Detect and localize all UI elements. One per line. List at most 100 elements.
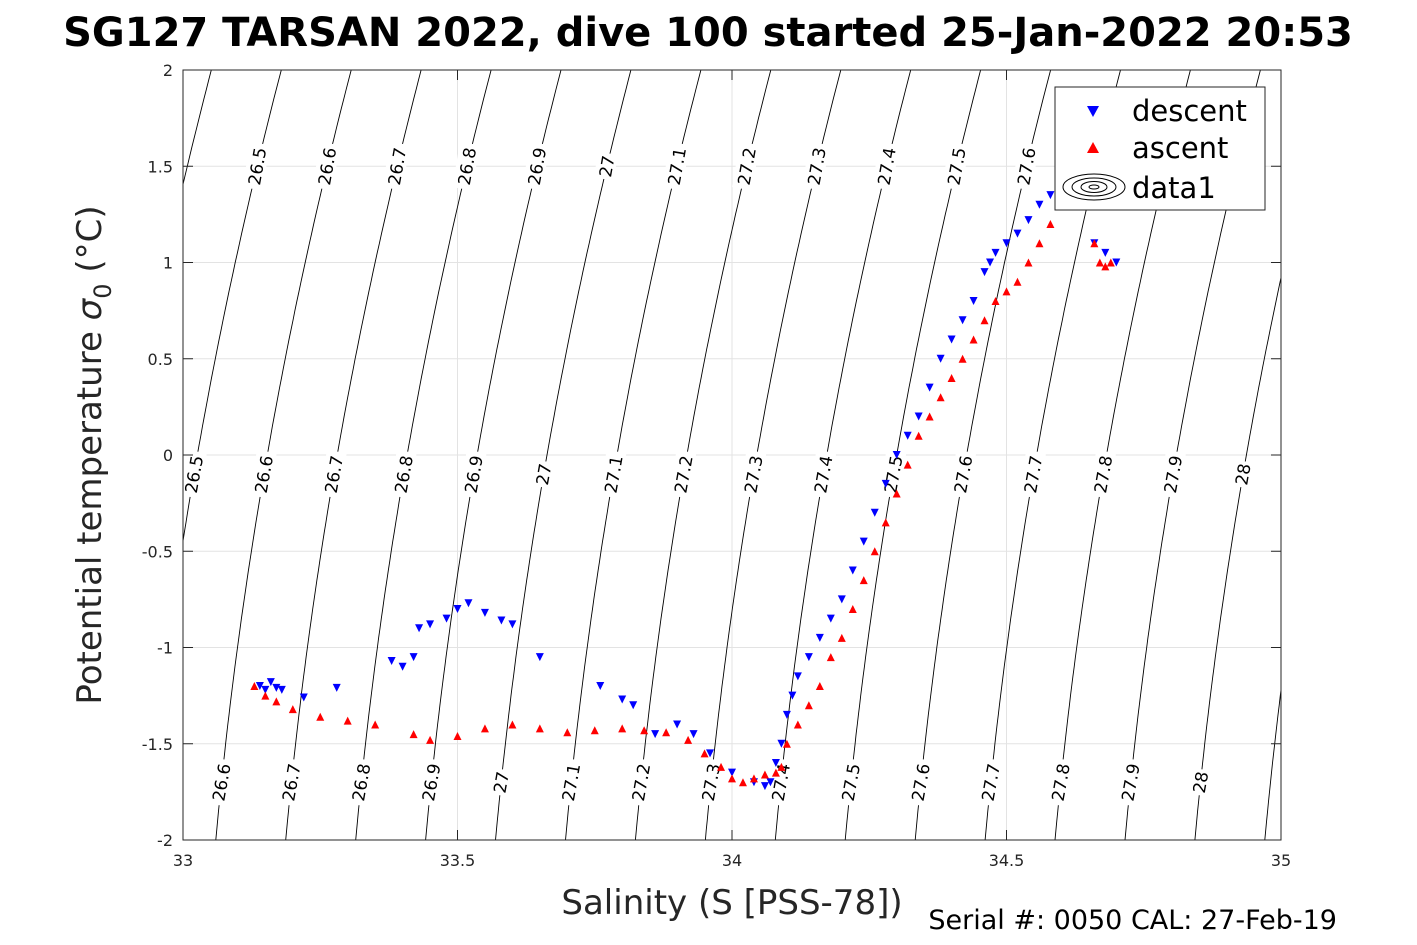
descent-point	[986, 258, 995, 267]
legend-ascent-marker	[1087, 142, 1099, 153]
axis-ticks	[182, 69, 1282, 841]
descent-point	[651, 730, 660, 739]
ascent-point	[1002, 287, 1011, 296]
ascent-point	[684, 735, 693, 744]
descent-point	[1035, 200, 1044, 209]
descent-point	[1101, 248, 1110, 257]
descent-point	[870, 508, 879, 517]
descent-point	[618, 695, 627, 704]
isopycnal-line	[0, 70, 72, 840]
ascent-point	[508, 720, 517, 729]
descent-point	[415, 624, 424, 633]
ascent-point	[980, 316, 989, 325]
ascent-point	[618, 724, 627, 733]
isopycnal-label-bg	[668, 449, 697, 499]
descent-point	[596, 682, 605, 690]
x-tick-label: 35	[1271, 851, 1291, 870]
descent-point	[804, 653, 813, 662]
isopycnal-label-bg	[941, 141, 970, 191]
y-tick-label: 1	[163, 254, 173, 273]
descent-point	[1013, 229, 1022, 238]
descent-point	[837, 595, 846, 604]
isopycnal-label-bg	[242, 141, 271, 191]
data-points	[250, 171, 1121, 791]
ascent-point	[936, 393, 945, 402]
legend-contour-icon	[1062, 173, 1126, 201]
y-tick-label: -1	[157, 639, 173, 658]
isopycnal-label-bg	[1187, 767, 1212, 797]
ascent-point	[881, 518, 890, 527]
isopycnal-line	[1405, 70, 1417, 840]
y-axis-label: Potential temperature σ0 (°C)	[70, 205, 117, 704]
ascent-point	[409, 730, 418, 739]
x-tick-label: 33.5	[440, 851, 476, 870]
descent-point	[442, 614, 451, 623]
x-tick-label: 33	[173, 851, 193, 870]
isopycnal-label-bg	[1018, 449, 1047, 499]
x-tick-label: 34.5	[989, 851, 1025, 870]
isopycnal-label: 27	[596, 154, 619, 179]
isopycnal-label-bg	[346, 757, 375, 807]
descent-point	[881, 479, 890, 488]
descent-point	[409, 653, 418, 662]
descent-point	[673, 720, 682, 729]
descent-point	[689, 730, 698, 739]
ascent-point	[563, 728, 572, 737]
ascent-point	[1090, 239, 1099, 248]
descent-point	[788, 691, 797, 700]
isopycnal-label-bg	[593, 151, 619, 181]
descent-point	[299, 693, 308, 702]
descent-point	[980, 268, 989, 277]
isopycnal-line	[1335, 70, 1417, 840]
ascent-point	[991, 297, 1000, 305]
descent-point	[266, 678, 275, 687]
isopycnal-label-bg	[452, 141, 480, 191]
isopycnal-label-bg	[626, 757, 654, 807]
y-tick-labels: -2 -1.5 -1 -0.5 0 0.5 1 1.5 2	[142, 61, 173, 850]
ascent-point	[590, 726, 599, 735]
isopycnal-label-bg	[1045, 757, 1074, 807]
isopycnal-label-bg	[249, 449, 277, 499]
legend-descent-label: descent	[1132, 94, 1247, 128]
descent-point	[848, 566, 857, 575]
descent-point	[497, 616, 506, 625]
isopycnal-label-bg	[731, 141, 760, 191]
descent-point	[815, 633, 824, 642]
descent-point	[398, 662, 407, 671]
y-tick-label: 0.5	[148, 350, 173, 369]
ascent-point	[272, 697, 281, 706]
isopycnal-label-bg	[598, 449, 627, 499]
y-tick-label: 2	[163, 61, 173, 80]
ascent-point	[700, 749, 709, 758]
ascent-point	[804, 701, 813, 710]
ascent-point	[760, 770, 769, 779]
descent-point	[1024, 216, 1033, 225]
y-tick-label: -0.5	[142, 542, 173, 561]
isopycnal-label-bg	[312, 141, 341, 191]
descent-point	[387, 656, 396, 665]
descent-point	[426, 620, 435, 629]
y-tick-label: -1.5	[142, 735, 173, 754]
isopycnal-label-bg	[696, 757, 724, 807]
descent-point	[914, 412, 923, 421]
isopycnal-label-bg	[1115, 757, 1144, 807]
ascent-point	[288, 705, 297, 714]
descent-point	[766, 778, 775, 787]
isopycnal-line	[1264, 686, 1281, 840]
isopycnal-label-bg	[808, 449, 837, 499]
descent-point	[277, 685, 286, 694]
isopycnal-label-bg	[319, 449, 347, 499]
chart-title: SG127 TARSAN 2022, dive 100 started 25-J…	[63, 10, 1353, 56]
descent-point	[969, 297, 978, 305]
ascent-point	[870, 547, 879, 556]
isopycnal-label-bg	[975, 757, 1004, 807]
x-tick-labels: 33 33.5 34 34.5 35	[173, 851, 1291, 870]
isopycnal-label-bg	[766, 757, 794, 807]
ascent-point	[535, 724, 544, 733]
ascent-point	[1013, 277, 1022, 286]
descent-point	[480, 608, 489, 617]
ascent-point	[782, 739, 791, 748]
ascent-point	[1106, 258, 1115, 267]
ascent-point	[771, 768, 780, 777]
